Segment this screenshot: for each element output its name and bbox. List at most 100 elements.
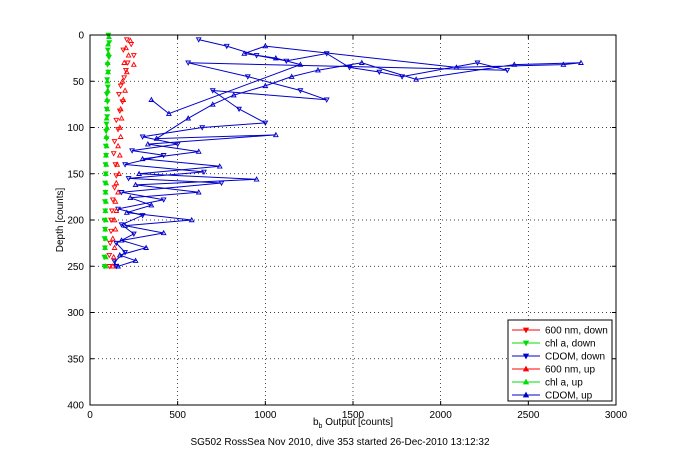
- data-point: [117, 133, 124, 139]
- data-point: [153, 135, 160, 141]
- data-point: [115, 142, 122, 149]
- series-line: [117, 45, 581, 267]
- y-tick-label: 300: [67, 308, 84, 319]
- data-point: [209, 88, 216, 94]
- data-point: [139, 155, 146, 162]
- data-point: [504, 67, 511, 74]
- data-point: [106, 264, 113, 270]
- data-point: [125, 52, 132, 58]
- legend-box: [507, 319, 613, 402]
- data-point: [104, 78, 111, 84]
- x-tick-label: 0: [87, 410, 93, 421]
- series-5: [115, 42, 584, 269]
- legend-marker: [522, 365, 530, 372]
- data-point: [118, 115, 125, 121]
- data-point: [102, 263, 109, 269]
- data-point: [123, 209, 130, 215]
- figure-caption: SG502 RossSea Nov 2010, dive 353 started…: [190, 437, 490, 448]
- data-point: [195, 148, 202, 154]
- series-4: [102, 33, 112, 269]
- data-point: [104, 87, 111, 93]
- data-point: [104, 84, 111, 90]
- data-point: [112, 162, 119, 168]
- data-point: [511, 61, 518, 67]
- data-point: [144, 141, 151, 147]
- data-point: [115, 189, 122, 195]
- data-point: [102, 170, 109, 176]
- data-point: [103, 179, 110, 186]
- series-0: [106, 37, 137, 270]
- legend-marker: [522, 391, 530, 398]
- data-point: [160, 197, 167, 203]
- legend-marker: [522, 327, 530, 334]
- data-point: [111, 216, 118, 223]
- data-point: [113, 264, 120, 270]
- data-point: [103, 142, 110, 149]
- x-tick-label: 3000: [605, 410, 628, 421]
- x-tick-label: 2500: [517, 410, 540, 421]
- data-point: [119, 78, 126, 84]
- data-point: [474, 60, 481, 66]
- data-point: [117, 105, 124, 112]
- data-point: [103, 115, 110, 121]
- data-point: [139, 134, 146, 140]
- data-point: [111, 259, 118, 265]
- data-point: [105, 50, 112, 56]
- data-point: [132, 257, 139, 263]
- data-point: [114, 161, 121, 167]
- data-point: [262, 82, 269, 89]
- data-point: [262, 120, 269, 127]
- x-tick-label: 1000: [254, 410, 277, 421]
- y-tick-label: 200: [67, 216, 84, 227]
- y-tick-label: 250: [67, 262, 84, 273]
- legend-label: CDOM, up: [545, 391, 593, 402]
- data-point: [323, 97, 330, 103]
- data-point: [148, 96, 155, 102]
- data-point: [185, 60, 192, 66]
- data-point: [102, 216, 109, 223]
- data-point: [113, 240, 120, 247]
- data-point: [111, 139, 118, 145]
- data-point: [121, 75, 128, 81]
- data-point: [195, 37, 202, 43]
- data-point: [127, 194, 134, 201]
- data-point: [132, 181, 139, 188]
- data-point: [160, 153, 167, 159]
- legend-label: chl a, down: [545, 339, 596, 350]
- data-point: [105, 33, 112, 40]
- x-tick-label: 500: [169, 410, 186, 421]
- data-point: [236, 106, 242, 113]
- data-point: [113, 179, 120, 186]
- data-point: [124, 60, 131, 66]
- data-point: [223, 43, 230, 50]
- data-point: [118, 237, 125, 243]
- data-point: [122, 87, 129, 93]
- data-point: [116, 152, 123, 158]
- data-point: [122, 222, 129, 228]
- data-point: [253, 176, 260, 182]
- data-point: [118, 222, 125, 228]
- data-point: [230, 91, 237, 98]
- data-point: [160, 229, 167, 236]
- data-point: [262, 42, 269, 49]
- x-tick-label: 2000: [430, 410, 453, 421]
- data-point: [103, 121, 110, 127]
- y-tick-label: 150: [67, 169, 84, 180]
- data-point: [130, 231, 137, 238]
- data-point: [102, 189, 109, 195]
- legend-marker: [522, 378, 530, 385]
- data-point: [288, 73, 295, 79]
- data-point: [109, 197, 116, 203]
- data-point: [111, 185, 118, 191]
- x-axis-label-rest: Output [counts]: [322, 417, 393, 428]
- data-point: [130, 53, 137, 59]
- data-point: [104, 105, 111, 112]
- data-point: [195, 189, 202, 195]
- data-point: [102, 226, 109, 232]
- legend-marker: [522, 353, 530, 360]
- data-point: [241, 50, 248, 56]
- x-tick-label: 1500: [342, 410, 365, 421]
- data-point: [188, 216, 195, 223]
- data-point: [129, 148, 136, 154]
- data-point: [113, 207, 120, 213]
